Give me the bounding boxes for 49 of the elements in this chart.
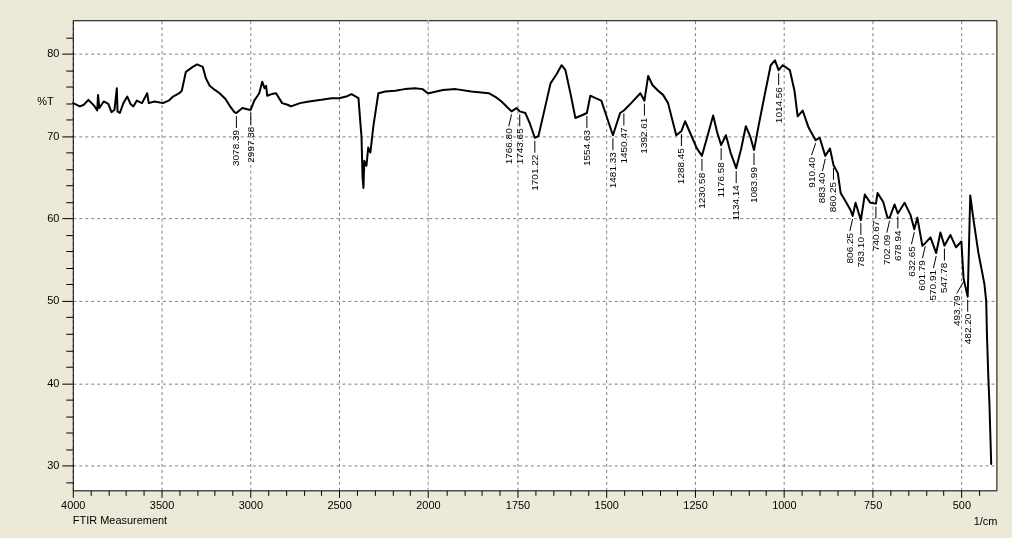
annotation: 1230.58 [695,172,707,209]
annotation: 1083.99 [748,166,759,204]
annotation: 806.25 [843,232,855,264]
annotation: 1392.61 [638,117,650,154]
annotation: 601.79 [916,259,928,291]
annotation: 493.79 [950,295,962,327]
annotation: 1288.45 [675,147,687,185]
x-tick-label: 1750 [505,498,531,511]
annotation: 2997.38 [244,126,256,163]
y-axis-title: %T [37,94,54,107]
annotation: 1014.56 [772,86,784,124]
annotation: 702.09 [880,234,892,266]
annotation: 547.78 [938,262,950,294]
x-tick-label: 1000 [772,498,797,511]
y-tick-label: 60 [47,211,60,224]
annotation: 883.40 [816,172,828,204]
x-tick-label: 4000 [61,498,86,511]
y-tick-label: 70 [47,129,60,142]
x-tick-label: 3000 [238,498,264,511]
annotation: 570.91 [927,269,939,301]
y-tick-label: 30 [47,459,60,472]
x-tick-label: 2000 [416,498,441,511]
annotation: 678.94 [891,230,903,261]
x-tick-label: 1250 [683,498,708,511]
annotation: 1134.14 [730,184,742,221]
annotation: 910.40 [805,156,817,188]
annotation: 1554.63 [580,129,592,167]
y-tick-label: 80 [47,47,60,60]
annotation: 3078.39 [230,129,242,167]
text: FTIR Measurement [72,514,168,527]
annotation: 482.20 [961,313,973,345]
annotation: 1743.65 [513,127,525,165]
x-tick-label: 3500 [149,498,175,511]
y-tick-label: 40 [47,376,60,389]
x-tick-label: 2500 [327,498,352,511]
annotation: 860.25 [827,181,839,213]
annotation: 1701.22 [528,154,540,191]
annotation: 1450.47 [617,127,629,164]
annotation: 1176.58 [715,161,727,198]
y-tick-label: 50 [47,294,60,307]
x-tick-label: 500 [952,498,972,511]
annotation: 783.10 [854,236,866,268]
annotation: 1481.33 [606,151,618,189]
annotation: 740.67 [869,220,881,252]
annotation: 632.65 [905,245,917,277]
x-axis-title: 1/cm [973,514,998,527]
x-tick-label: 1500 [594,498,619,511]
annotation: 1766.80 [502,127,514,165]
x-tick-label: 750 [863,498,883,511]
